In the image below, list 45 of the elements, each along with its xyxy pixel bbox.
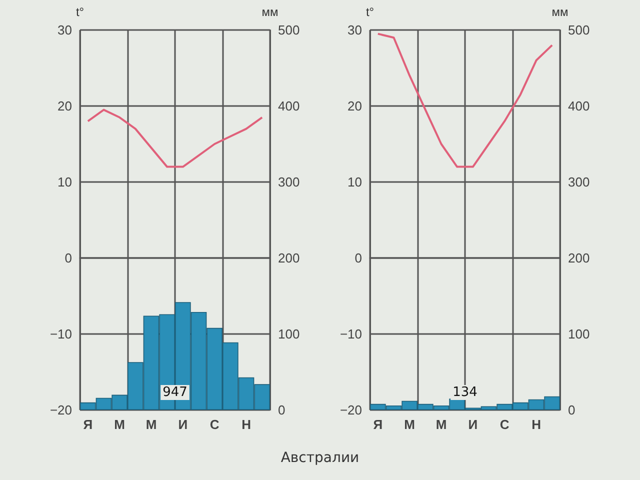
y-tick-label: 0 — [64, 250, 72, 266]
line-series — [376, 32, 554, 168]
annotation: 134 — [452, 385, 478, 400]
x-tick-label: М — [146, 417, 157, 432]
y2-tick-label: 400 — [568, 98, 590, 114]
y2-tick-label: 500 — [278, 22, 300, 38]
y2-tick-label: 100 — [568, 326, 590, 342]
y2-tick-label: 0 — [278, 402, 286, 418]
x-tick-label: С — [210, 417, 220, 432]
y2-tick-label: 200 — [568, 250, 590, 266]
x-tick-label: Н — [532, 417, 541, 432]
y2-tick-label: 300 — [278, 174, 300, 190]
y-tick-label: −20 — [50, 402, 72, 418]
x-tick-label: Я — [373, 417, 383, 432]
y-axis-title: t° — [76, 5, 84, 19]
y2-tick-label: 300 — [568, 174, 590, 190]
x-tick-label: И — [468, 417, 478, 432]
x-tick-label: М — [404, 417, 416, 432]
x-tick-label: И — [178, 417, 188, 432]
y2-tick-label: 100 — [278, 326, 300, 342]
y2-tick-label: 200 — [278, 250, 300, 266]
y2-tick-label: 0 — [568, 402, 576, 418]
x-tick-label: М — [114, 417, 126, 432]
y-tick-label: −20 — [340, 402, 362, 418]
y-tick-label: 10 — [58, 174, 72, 190]
y-tick-label: 0 — [354, 250, 362, 266]
text: Австралии — [280, 450, 360, 466]
y-tick-label: 20 — [348, 98, 362, 114]
x-tick-label: Я — [83, 417, 93, 432]
y2-axis-title: мм — [552, 5, 568, 19]
y-tick-label: 10 — [348, 174, 362, 190]
annotation: 947 — [162, 385, 188, 400]
y2-tick-label: 500 — [568, 22, 590, 38]
x-tick-label: С — [500, 417, 510, 432]
y-tick-label: −10 — [50, 326, 72, 342]
y-axis-title: t° — [366, 5, 374, 19]
y2-axis-title: мм — [262, 5, 278, 19]
line-series — [86, 108, 264, 168]
x-tick-label: Н — [242, 417, 251, 432]
x-tick-label: М — [436, 417, 447, 432]
y-tick-label: −10 — [340, 326, 362, 342]
y-tick-label: 30 — [58, 22, 72, 38]
y-tick-label: 30 — [348, 22, 362, 38]
y2-tick-label: 400 — [278, 98, 300, 114]
y-tick-label: 20 — [58, 98, 72, 114]
